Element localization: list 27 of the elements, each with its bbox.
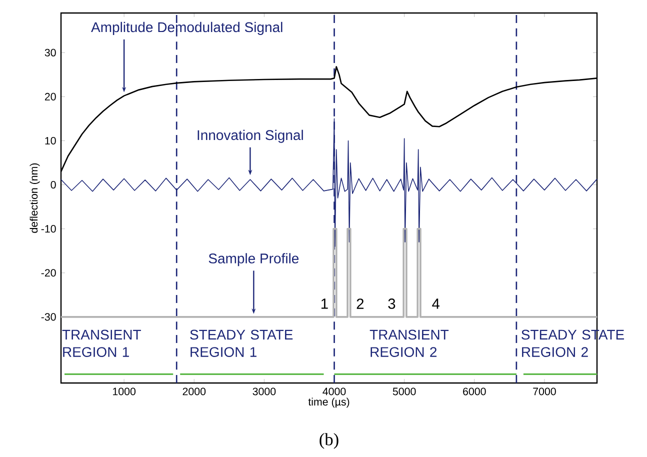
annotation: 3 xyxy=(388,298,396,309)
x-tick-label: 3000 xyxy=(252,388,276,396)
y-axis-title: deflection (nm) xyxy=(30,163,40,233)
x-tick-label: 5000 xyxy=(392,388,416,396)
y-tick-label: 10 xyxy=(45,136,56,145)
y-tick-label: -10 xyxy=(41,225,56,233)
annotation: 2 xyxy=(356,298,364,309)
x-tick-label: 7000 xyxy=(533,388,556,396)
y-tick-label: -30 xyxy=(41,313,56,321)
y-tick-label: 30 xyxy=(44,48,56,56)
text: Sample Profile xyxy=(208,253,299,266)
x-tick-label: 6000 xyxy=(463,388,486,396)
text: Amplitude Demodulated Signal xyxy=(91,22,282,35)
annotation: 1 xyxy=(321,298,328,309)
y-tick-label: 0 xyxy=(50,181,56,189)
x-axis-title: time (µs) xyxy=(308,398,350,408)
text: (b) xyxy=(320,433,338,449)
y-tick-label: -20 xyxy=(41,269,56,277)
annotation: STEADY STATE REGION 1 xyxy=(190,330,293,357)
annotation: TRANSIENT REGION 2 xyxy=(370,330,449,357)
y-tick-label: 20 xyxy=(44,92,56,100)
annotation: TRANSIENT REGION 1 xyxy=(62,330,141,357)
annotation: 4 xyxy=(432,298,440,309)
text: Innovation Signal xyxy=(198,130,303,143)
x-tick-label: 4000 xyxy=(322,388,346,396)
x-tick-label: 2000 xyxy=(182,388,206,396)
x-tick-label: 1000 xyxy=(113,388,136,396)
